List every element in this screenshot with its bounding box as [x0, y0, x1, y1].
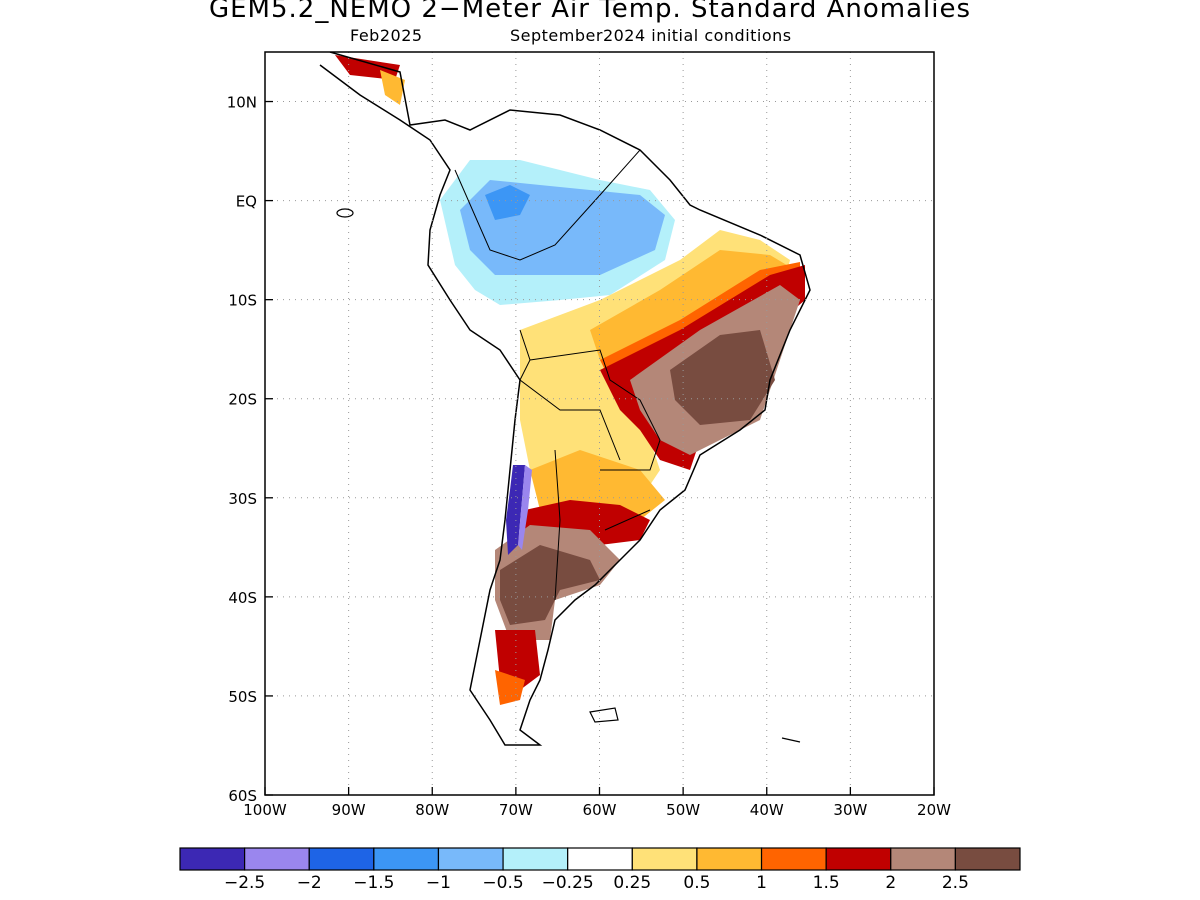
chart-subtitle-init: September2024 initial conditions [510, 26, 792, 45]
colorbar-swatch [437, 847, 504, 871]
colorbar-label: 0.25 [613, 873, 651, 893]
colorbar-label: −1 [426, 873, 451, 893]
x-axis: 100W 90W 80W 70W 60W 50W 40W 30W 20W [243, 787, 951, 819]
colorbar-swatch [890, 847, 956, 871]
colorbar-swatch [825, 847, 892, 871]
colorbar-swatch [631, 847, 698, 871]
anomaly-extreme-east [670, 330, 775, 425]
colorbar-swatch [502, 847, 569, 871]
y-axis: 10N EQ 10S 20S 30S 40S 50S 60S [227, 94, 273, 805]
anomaly-andes-cold-edge [518, 465, 532, 550]
south-georgia-island [781, 737, 801, 743]
anomaly-extreme-south [500, 545, 600, 625]
anomaly-cool-strong [485, 185, 530, 220]
country-borders [454, 149, 661, 601]
colorbar-swatch [696, 847, 763, 871]
y-tick-label: 30S [228, 490, 257, 508]
anomaly-warm-central-america [380, 70, 405, 105]
colorbar-swatch [308, 847, 375, 871]
colorbar: −2.5 −2 −1.5 −1 −0.5 −0.25 0.25 0.5 1 1.5 2 2.5 [179, 847, 1021, 893]
colorbar-label: 2 [885, 873, 896, 893]
y-tick-label: 40S [228, 589, 257, 607]
colorbar-swatch [179, 847, 246, 871]
colorbar-label: −0.25 [542, 873, 594, 893]
y-tick-label: 20S [228, 391, 257, 409]
colorbar-label: 1.5 [813, 873, 840, 893]
colorbar-label: 1 [756, 873, 767, 893]
y-tick-label: 10N [227, 94, 257, 112]
galapagos-island [336, 208, 354, 218]
colorbar-label: 2.5 [942, 873, 969, 893]
colorbar-swatch [954, 847, 1021, 871]
falkland-islands [589, 707, 619, 723]
colorbar-label: −2 [297, 873, 322, 893]
colorbar-swatch [244, 847, 310, 871]
anomaly-andes-cold [506, 465, 525, 555]
y-tick-label: 60S [228, 787, 257, 805]
y-tick-label: 50S [228, 688, 257, 706]
x-tick-label: 40W [750, 801, 784, 819]
x-tick-label: 20W [917, 801, 951, 819]
anomaly-warm-northeast [590, 250, 795, 360]
colorbar-label: 0.5 [683, 873, 710, 893]
y-tick-label: 10S [228, 292, 257, 310]
colorbar-swatch [373, 847, 440, 871]
x-tick-label: 30W [833, 801, 867, 819]
y-tick-label: EQ [236, 193, 257, 211]
x-tick-label: 50W [666, 801, 700, 819]
colorbar-swatch [760, 847, 827, 871]
chart-subtitle-period: Feb2025 [350, 26, 423, 45]
x-tick-label: 60W [583, 801, 617, 819]
colorbar-label: −2.5 [224, 873, 265, 893]
x-tick-label: 80W [415, 801, 449, 819]
colorbar-swatch [567, 847, 633, 871]
x-tick-label: 100W [243, 801, 287, 819]
colorbar-label: −1.5 [353, 873, 394, 893]
x-tick-label: 90W [332, 801, 366, 819]
chart-title: GEM5.2_NEMO 2−Meter Air Temp. Standard A… [208, 0, 972, 24]
x-tick-label: 70W [499, 801, 533, 819]
coastline [319, 52, 811, 746]
colorbar-label: −0.5 [482, 873, 523, 893]
